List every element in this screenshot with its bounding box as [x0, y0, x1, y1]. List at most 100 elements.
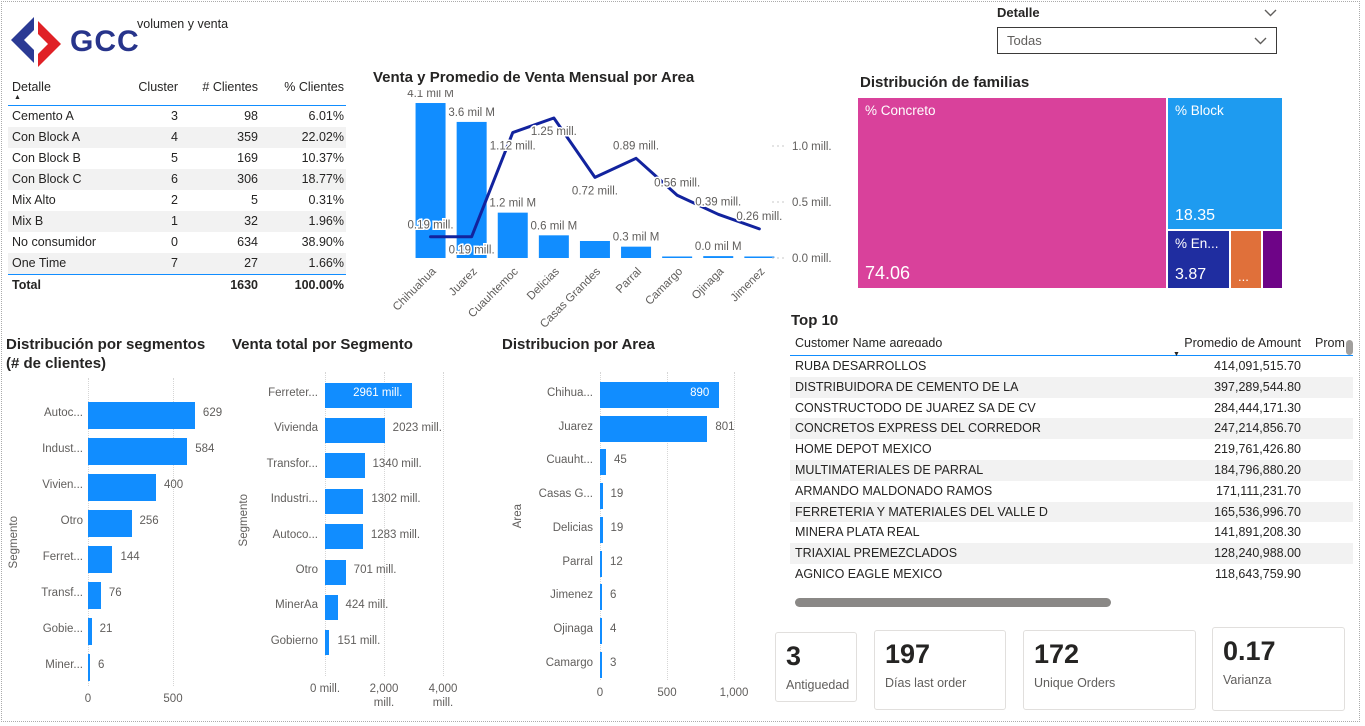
category-label: Autoco...	[272, 528, 318, 541]
bar-parral[interactable]	[621, 246, 652, 258]
x-axis-category-label: Ojinaga	[690, 265, 727, 302]
bar-juarez[interactable]	[600, 415, 708, 442]
bar-parral[interactable]	[600, 550, 602, 577]
table-row[interactable]: Mix B 1 32 1.96%	[8, 211, 346, 232]
bar-autoco[interactable]	[325, 524, 363, 550]
category-label: Autoc...	[44, 407, 83, 419]
category-label: Ferreter...	[268, 387, 318, 399]
vertical-scrollbar[interactable]	[1346, 340, 1353, 355]
table-row[interactable]: Con Block C 6 306 18.77%	[8, 169, 346, 190]
treemap-cell-concreto[interactable]: % Concreto 74.06	[858, 98, 1166, 288]
bar-minera[interactable]	[325, 594, 338, 620]
bar-ferret[interactable]	[88, 545, 113, 573]
sort-asc-icon: ▲	[14, 94, 21, 101]
category-label: Gobierno	[270, 634, 318, 647]
treemap: % Concreto 74.06 % Block 18.35 % En... 3…	[858, 98, 1282, 288]
table-row[interactable]: MULTIMATERIALES DE PARRAL 184,796,880.20	[790, 459, 1353, 481]
table-row[interactable]: AGNICO EAGLE MEXICO 118,643,759.90	[795, 566, 1301, 581]
category-label: Miner...	[45, 659, 83, 671]
bar-cuauht[interactable]	[600, 449, 607, 476]
table-row[interactable]: Mix Alto 2 5 0.31%	[12, 193, 344, 207]
bar-camargo[interactable]	[600, 651, 602, 678]
top10-card: Top 10 Customer Name agregado Promedio d…	[790, 310, 1353, 607]
bar-vivien[interactable]	[88, 473, 156, 501]
cluster-table-total-row: Total 1630 100.00%	[8, 274, 346, 295]
treemap-cell-purple[interactable]	[1263, 231, 1282, 288]
value-label: 1283 mill.	[370, 528, 421, 541]
cluster-table-header: Detalle Cluster # Clientes % Clientes ▲	[8, 80, 346, 106]
bar-ferreter[interactable]	[325, 382, 413, 408]
table-row[interactable]: ARMANDO MALDONADO RAMOS 171,111,231.70	[795, 483, 1301, 498]
table-row[interactable]: One Time 7 27 1.66%	[8, 253, 346, 274]
bar-data-label: 0.3 mil M	[613, 232, 660, 244]
col-header-cluster[interactable]: Cluster	[138, 80, 178, 94]
table-row[interactable]: TRIAXIAL PREMEZCLADOS 128,240,988.00	[790, 543, 1353, 564]
bar-gobierno[interactable]	[325, 630, 330, 656]
table-row[interactable]: MINERA PLATA REAL 141,891,208.30	[795, 525, 1301, 540]
line-data-label: 0.56 mill.	[654, 177, 700, 189]
bar-camargo[interactable]	[662, 256, 693, 258]
bar-otro[interactable]	[88, 509, 132, 537]
table-row[interactable]: Cemento A 3 98 6.01%	[12, 109, 344, 123]
table-row[interactable]: FERRETERIA Y MATERIALES DEL VALLE D 165,5…	[790, 501, 1353, 523]
axis-tick-label: 500	[657, 687, 677, 699]
table-row[interactable]: Con Block B 5 169 10.37%	[12, 151, 344, 165]
value-label: 890	[690, 387, 710, 399]
bar-vivienda[interactable]	[325, 417, 385, 443]
bar-chihua[interactable]	[600, 382, 720, 408]
col-header-promedio-amount[interactable]: Promedio de Amount	[1184, 336, 1301, 350]
category-label: Vivienda	[274, 422, 318, 435]
treemap-title: Distribución de familias	[860, 74, 1030, 91]
line-data-label: 0.26 mill.	[736, 211, 782, 223]
slicer-header[interactable]: Detalle	[997, 5, 1277, 20]
bar-cuauhtemoc[interactable]	[497, 212, 528, 258]
value-label: 701 mill.	[353, 564, 397, 576]
bar-casasgrandes[interactable]	[579, 240, 610, 258]
table-row[interactable]: No consumidor 0 634 38.90%	[12, 235, 344, 249]
y2-axis-tick-label: 1.0 mill.	[792, 141, 832, 153]
treemap-cell-en[interactable]: % En... 3.87	[1168, 231, 1229, 288]
top10-body: RUBA DESARROLLOS 414,091,515.70 DISTRIBUID…	[790, 356, 1353, 585]
value-label: 1302 mill.	[371, 493, 421, 506]
combo-bar-line-chart[interactable]: 4.1 mil M Chihuahua 3.6 mil M Juarez 1.2 mil…	[368, 90, 840, 335]
col-header-pct-clientes[interactable]: % Clientes	[284, 80, 344, 94]
bar-jimenez[interactable]	[744, 256, 775, 258]
bar-jimenez[interactable]	[600, 584, 602, 611]
line-data-label: 0.72 mill.	[572, 185, 618, 197]
bar-delicias[interactable]	[538, 235, 569, 258]
bar-casasg[interactable]	[600, 483, 603, 510]
kpi-card-unique-orders: 172 Unique Orders	[1023, 630, 1196, 710]
line-series-promedio[interactable]	[429, 116, 761, 239]
table-row[interactable]: HOME DEPOT MEXICO 219,761,426.80	[795, 442, 1301, 457]
treemap-value: 74.06	[865, 263, 911, 283]
table-row[interactable]: Con Block A 4 359 22.02%	[8, 127, 346, 148]
bar-chihuahua[interactable]	[415, 103, 446, 258]
table-row[interactable]: CONSTRUCTODO DE JUAREZ SA DE CV 284,444,1…	[795, 400, 1301, 415]
horizontal-scrollbar[interactable]	[795, 598, 1111, 607]
treemap-cell-orange[interactable]: ...	[1231, 231, 1261, 288]
kpi-card-dias-last-order: 197 Días last order	[874, 630, 1006, 710]
col-header-prom[interactable]: Prom	[1315, 336, 1345, 347]
bar-ojinaga[interactable]	[600, 617, 602, 644]
col-header-detalle[interactable]: Detalle	[12, 80, 51, 94]
bar-gobie[interactable]	[88, 617, 92, 645]
slicer-dropdown[interactable]: Todas	[997, 27, 1277, 54]
bar-indust[interactable]	[88, 437, 188, 465]
bar-miner[interactable]	[88, 653, 90, 681]
kpi-card-antiguedad: 3 Antiguedad	[775, 632, 857, 702]
bar-otro[interactable]	[325, 559, 346, 585]
bar-transfor[interactable]	[325, 453, 365, 479]
table-row[interactable]: DISTRIBUIDORA DE CEMENTO DE LA 397,289,54…	[790, 376, 1353, 398]
col-header-num-clientes[interactable]: # Clientes	[202, 80, 258, 94]
bar-industri[interactable]	[325, 488, 364, 514]
treemap-cell-block[interactable]: % Block 18.35	[1168, 98, 1282, 229]
bar-ojinaga[interactable]	[703, 256, 734, 258]
col-header-customer-name[interactable]: Customer Name agregado	[795, 336, 943, 347]
treemap-card: Distribución de familias % Concreto 74.0…	[858, 72, 1284, 290]
bar-delicias[interactable]	[600, 516, 603, 543]
table-row[interactable]: CONCRETOS EXPRESS DEL CORREDOR 247,214,85…	[790, 418, 1353, 440]
bar-autoc[interactable]	[88, 401, 195, 429]
bar-transf[interactable]	[88, 581, 101, 609]
table-row[interactable]: RUBA DESARROLLOS 414,091,515.70	[795, 359, 1301, 373]
value-label: 801	[715, 420, 735, 433]
